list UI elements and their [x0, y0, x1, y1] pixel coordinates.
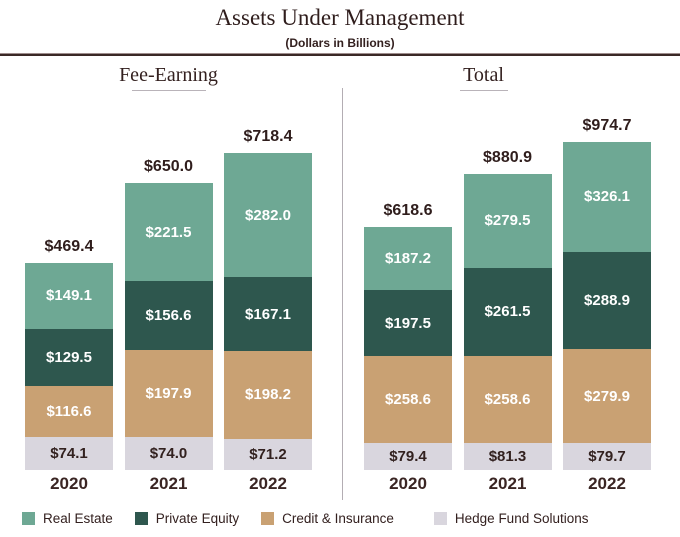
year-axis-total: 2020 2021 2022 — [364, 474, 651, 494]
bar-fee-earning-2020: $469.4 $149.1 $129.5 $116.6 $74.1 — [25, 238, 113, 470]
group-header-total: Total — [340, 64, 627, 91]
group-underline-fee-earning — [131, 90, 206, 91]
segment-credit-insurance-fee-earning-2022: $198.2 — [224, 351, 312, 439]
segment-credit-insurance-total-2020: $258.6 — [364, 356, 452, 444]
group-underline-total — [459, 90, 508, 91]
group-title-fee-earning: Fee-Earning — [119, 64, 218, 86]
legend-item-real-estate: Real Estate — [22, 511, 113, 526]
total-label-fee-earning-2020: $469.4 — [44, 237, 94, 255]
segment-private-equity-fee-earning-2020: $129.5 — [25, 328, 113, 386]
segment-private-equity-fee-earning-2021: $156.6 — [124, 280, 213, 351]
chart-title: Assets Under Management — [215, 5, 465, 30]
group-divider — [342, 88, 343, 500]
group-total: Total $618.6 $187.2 $197.5 $258.6 $79.4 $880.… — [364, 64, 651, 493]
segment-credit-insurance-fee-earning-2020: $116.6 — [25, 385, 113, 438]
legend: Real Estate Private Equity Credit & Insura… — [22, 508, 589, 528]
group-fee-earning: Fee-Earning $469.4 $149.1 $129.5 $116.6 $74.… — [25, 64, 312, 493]
segment-real-estate-fee-earning-2020: $149.1 — [25, 262, 113, 329]
total-label-fee-earning-2022: $718.4 — [243, 128, 293, 146]
segment-hedge-fund-solutions-total-2020: $79.4 — [364, 443, 452, 470]
segment-hedge-fund-solutions-fee-earning-2021: $74.0 — [124, 437, 213, 470]
total-label-total-2020: $618.6 — [383, 201, 433, 219]
bar-total-2021: $880.9 $279.5 $261.5 $258.6 $81.3 — [463, 148, 552, 470]
bar-fee-earning-2022: $718.4 $282.0 $167.1 $198.2 $71.2 — [224, 128, 312, 470]
segment-hedge-fund-solutions-fee-earning-2020: $74.1 — [25, 437, 113, 470]
legend-item-credit-insurance: Credit & Insurance — [261, 511, 394, 526]
year-axis-fee-earning: 2020 2021 2022 — [25, 474, 312, 494]
segment-private-equity-total-2020: $197.5 — [364, 289, 452, 357]
group-title-total: Total — [463, 64, 504, 86]
year-label-fee-earning-2021: 2021 — [149, 474, 188, 493]
plot-total: $618.6 $187.2 $197.5 $258.6 $79.4 $880.9 $279.… — [364, 110, 651, 470]
chart-subtitle: (Dollars in Billions) — [285, 36, 395, 50]
plot-fee-earning: $469.4 $149.1 $129.5 $116.6 $74.1 $650.0 $221.… — [25, 110, 312, 470]
legend-swatch-private-equity — [134, 511, 148, 525]
segment-real-estate-total-2020: $187.2 — [364, 226, 452, 290]
bar-total-2020: $618.6 $187.2 $197.5 $258.6 $79.4 — [364, 202, 452, 470]
year-label-total-2022: 2022 — [588, 474, 626, 493]
segment-real-estate-total-2021: $279.5 — [463, 173, 552, 268]
legend-label-credit-insurance: Credit & Insurance — [282, 510, 394, 526]
legend-label-hedge-fund-solutions: Hedge Fund Solutions — [454, 510, 589, 526]
year-label-total-2021: 2021 — [488, 474, 527, 493]
segment-private-equity-fee-earning-2022: $167.1 — [224, 277, 312, 352]
legend-item-hedge-fund-solutions: Hedge Fund Solutions — [433, 510, 589, 526]
segment-hedge-fund-solutions-fee-earning-2022: $71.2 — [224, 438, 312, 470]
segment-credit-insurance-fee-earning-2021: $197.9 — [124, 350, 213, 438]
segment-real-estate-fee-earning-2022: $282.0 — [224, 153, 312, 278]
total-label-total-2022: $974.7 — [582, 117, 632, 135]
segment-real-estate-fee-earning-2021: $221.5 — [124, 183, 213, 281]
year-label-fee-earning-2020: 2020 — [50, 474, 88, 493]
legend-item-private-equity: Private Equity — [134, 510, 240, 526]
title-rule — [0, 53, 680, 56]
year-label-fee-earning-2022: 2022 — [249, 474, 287, 493]
segment-real-estate-total-2022: $326.1 — [563, 142, 651, 252]
segment-credit-insurance-total-2021: $258.6 — [463, 355, 552, 443]
legend-label-real-estate: Real Estate — [43, 510, 113, 526]
total-label-fee-earning-2021: $650.0 — [144, 158, 193, 176]
segment-hedge-fund-solutions-total-2022: $79.7 — [563, 443, 651, 470]
segment-credit-insurance-total-2022: $279.9 — [563, 349, 651, 444]
legend-label-private-equity: Private Equity — [155, 510, 240, 526]
group-header-fee-earning: Fee-Earning — [25, 64, 312, 91]
total-label-total-2021: $880.9 — [483, 148, 532, 166]
segment-hedge-fund-solutions-total-2021: $81.3 — [463, 442, 552, 470]
legend-swatch-real-estate — [22, 511, 35, 525]
legend-swatch-credit-insurance — [261, 511, 275, 525]
year-label-total-2020: 2020 — [389, 474, 427, 493]
bar-fee-earning-2021: $650.0 $221.5 $156.6 $197.9 $74.0 — [124, 158, 213, 470]
legend-swatch-hedge-fund-solutions — [433, 511, 447, 525]
segment-private-equity-total-2022: $288.9 — [563, 251, 651, 350]
segment-private-equity-total-2021: $261.5 — [463, 267, 552, 356]
bar-total-2022: $974.7 $326.1 $288.9 $279.9 $79.7 — [563, 117, 651, 470]
